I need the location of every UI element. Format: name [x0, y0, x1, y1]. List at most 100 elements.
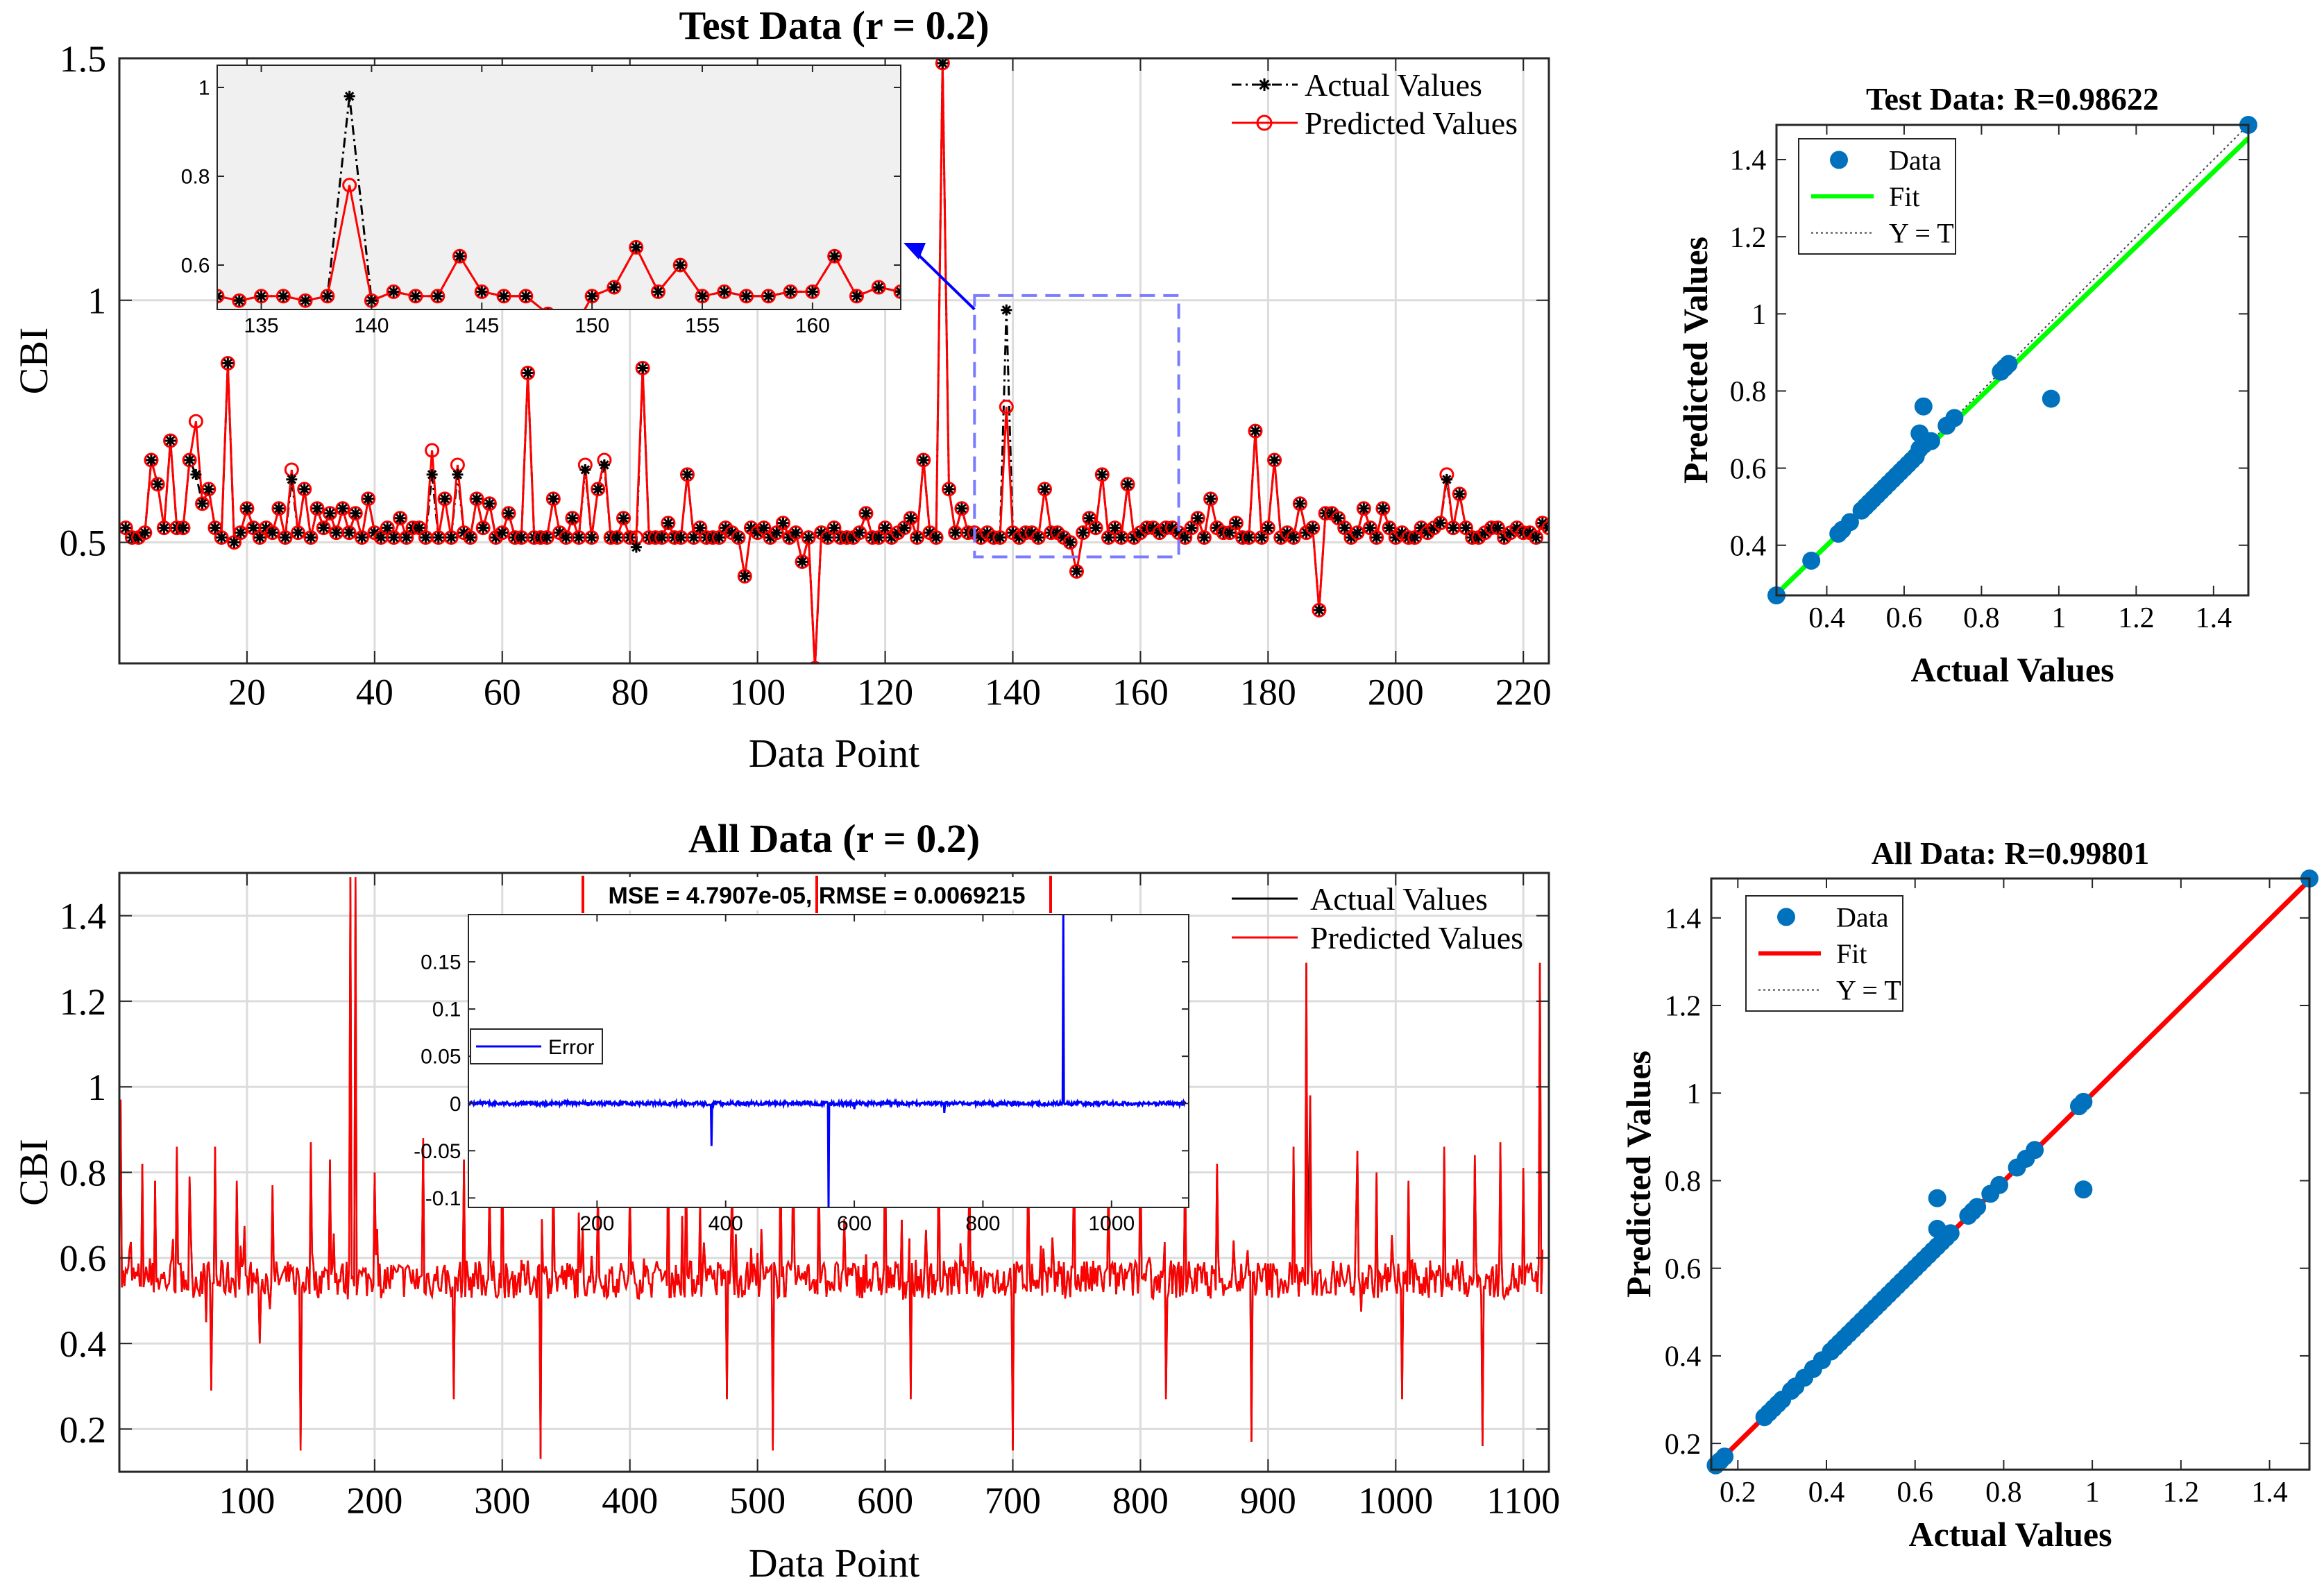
- actual-point-stroke: [1416, 523, 1426, 533]
- actual-point-stroke: [797, 557, 807, 567]
- inset-actual-point: [697, 290, 709, 302]
- actual-point-stroke: [593, 484, 603, 494]
- predicted-point: [858, 506, 874, 521]
- actual-point: [656, 532, 668, 543]
- inset-actual-point-stroke: [631, 242, 641, 253]
- data-point: [1840, 513, 1859, 532]
- predicted-point: [635, 360, 650, 375]
- predicted-point: [935, 58, 950, 71]
- inset-actual-point: [432, 290, 443, 302]
- actual-point: [330, 527, 342, 538]
- all-regression-ylabel: Predicted Values: [1619, 1051, 1658, 1298]
- actual-point-stroke: [733, 532, 743, 543]
- predicted-point: [616, 511, 631, 526]
- zoom-arrow-head: [904, 243, 926, 260]
- actual-point-stroke: [1429, 523, 1439, 533]
- actual-point-stroke: [1167, 523, 1178, 533]
- actual-point-stroke: [1558, 524, 1566, 532]
- all-series-xtick-label: 800: [1112, 1479, 1169, 1521]
- predicted-point: [1190, 511, 1205, 526]
- actual-point: [158, 522, 170, 534]
- legend-data-marker: [1830, 151, 1848, 169]
- actual-point: [1371, 532, 1382, 543]
- actual-point: [248, 522, 260, 534]
- actual-point-stroke: [1193, 513, 1203, 523]
- actual-point-stroke: [1442, 475, 1452, 484]
- actual-point: [164, 435, 176, 447]
- actual-point-stroke: [1552, 534, 1559, 541]
- inset-actual-point: [851, 290, 863, 302]
- test-regression-ytick-label: 1: [1752, 299, 1766, 331]
- actual-point: [522, 367, 534, 379]
- actual-point-stroke: [1199, 532, 1210, 543]
- predicted-point: [1547, 534, 1549, 541]
- predicted-point: [322, 506, 337, 521]
- predicted-point: [1292, 496, 1307, 511]
- actual-point-stroke: [1301, 527, 1312, 538]
- test-regression-ylabel: Predicted Values: [1676, 237, 1715, 484]
- actual-point-stroke: [523, 368, 533, 378]
- inset-predicted-point: [542, 306, 554, 309]
- inset-predicted-point: [672, 257, 688, 273]
- inset-predicted-point: [320, 289, 335, 304]
- actual-point-stroke: [217, 532, 226, 543]
- all-series-xtick-label: 700: [985, 1479, 1041, 1521]
- actual-point-stroke: [951, 527, 960, 538]
- test-inset-ytick-label: 0.8: [181, 166, 210, 189]
- test-series-xtick-label: 180: [1240, 671, 1296, 713]
- actual-point-stroke: [1308, 523, 1318, 533]
- inset-actual-point: [520, 290, 532, 302]
- inset-actual-point: [763, 290, 774, 302]
- actual-point-stroke: [312, 504, 322, 513]
- actual-point-stroke: [178, 523, 188, 533]
- test-series-xtick-label: 160: [1112, 671, 1169, 713]
- predicted-point: [520, 365, 536, 380]
- test-regression-xtick-label: 1: [2051, 602, 2066, 634]
- inset-predicted-point: [518, 289, 534, 304]
- actual-point: [145, 455, 157, 466]
- actual-point-stroke: [982, 527, 992, 538]
- actual-point-stroke: [338, 504, 348, 513]
- actual-point: [1109, 522, 1121, 534]
- all-regression-title: All Data: R=0.99801: [1872, 835, 2150, 871]
- actual-point: [1186, 522, 1197, 534]
- legend-predicted-marker: [1256, 114, 1273, 131]
- legend-actual-marker: [1258, 78, 1271, 91]
- actual-point-stroke: [440, 494, 450, 504]
- data-point: [1990, 1175, 2009, 1194]
- test-regression-ytick-label: 0.6: [1730, 453, 1767, 485]
- actual-point: [1377, 502, 1389, 514]
- actual-point-stroke: [1205, 494, 1216, 504]
- actual-point-stroke: [414, 523, 424, 533]
- predicted-point: [144, 452, 159, 468]
- actual-point-stroke: [197, 499, 207, 509]
- inset-actual-point: [806, 286, 818, 298]
- inset-predicted-point: [761, 289, 776, 304]
- actual-point-stroke: [421, 532, 431, 543]
- actual-point-stroke: [727, 527, 737, 538]
- actual-point-stroke: [1577, 509, 1584, 517]
- actual-point-stroke: [306, 532, 316, 543]
- predicted-point: [1369, 530, 1384, 545]
- test-inset-frame: [217, 65, 901, 310]
- actual-point-stroke: [1346, 532, 1356, 543]
- predicted-point: [1260, 520, 1275, 536]
- inset-predicted-point: [629, 239, 644, 255]
- actual-point: [994, 532, 1006, 543]
- predicted-point: [731, 530, 746, 545]
- actual-point-stroke: [498, 527, 507, 538]
- all-regression-xtick-label: 0.6: [1897, 1477, 1933, 1509]
- actual-point: [1224, 527, 1236, 538]
- actual-point-stroke: [1423, 527, 1432, 538]
- actual-point-stroke: [287, 475, 297, 484]
- inset-predicted-point: [783, 284, 798, 299]
- inset-actual-point: [785, 286, 797, 298]
- error-inset-frame: [468, 914, 1189, 1208]
- actual-point-stroke: [1327, 509, 1337, 518]
- inset-actual-point-stroke: [256, 291, 266, 301]
- error-inset-xtick-label: 1000: [1088, 1212, 1135, 1235]
- actual-point: [312, 502, 323, 514]
- inset-predicted-point: [386, 284, 401, 299]
- test-series-xtick-label: 20: [228, 671, 266, 713]
